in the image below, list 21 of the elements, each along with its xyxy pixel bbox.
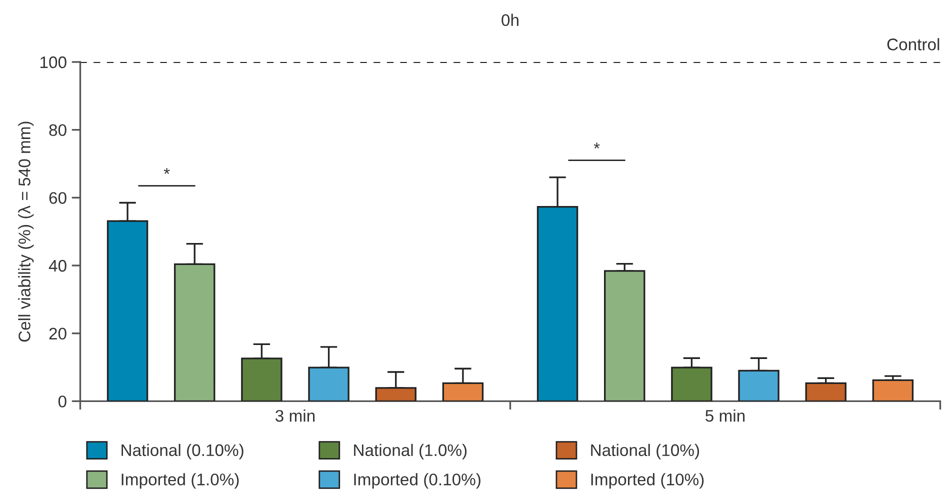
x-tick-label: 3 min bbox=[275, 410, 315, 422]
y-axis-title: Cell viability (%) (λ = 540 mm) bbox=[18, 122, 34, 342]
y-tick-label: 0 bbox=[58, 396, 66, 408]
legend-label: National (1.0%) bbox=[354, 444, 467, 460]
y-tick-label: 100 bbox=[40, 56, 66, 68]
ref-line-label: Control bbox=[887, 38, 940, 50]
x-tick-label: 5 min bbox=[706, 410, 745, 422]
y-tick-label: 60 bbox=[49, 192, 66, 204]
chart-title: 0h bbox=[502, 14, 518, 26]
y-tick-label: 20 bbox=[49, 328, 66, 340]
legend-label: National (0.10%) bbox=[122, 444, 244, 460]
y-tick-label: 40 bbox=[48, 260, 66, 272]
annotation: * bbox=[594, 142, 600, 149]
y-tick-label: 80 bbox=[49, 124, 66, 136]
legend-label: Imported (1.0%) bbox=[122, 473, 239, 489]
bar bbox=[805, 382, 846, 402]
legend-label: Imported (10%) bbox=[591, 473, 704, 489]
annotation: * bbox=[164, 168, 170, 174]
legend-label: Imported (0.10%) bbox=[354, 473, 480, 489]
bar bbox=[872, 379, 914, 402]
legend-label: National (10%) bbox=[591, 444, 699, 460]
